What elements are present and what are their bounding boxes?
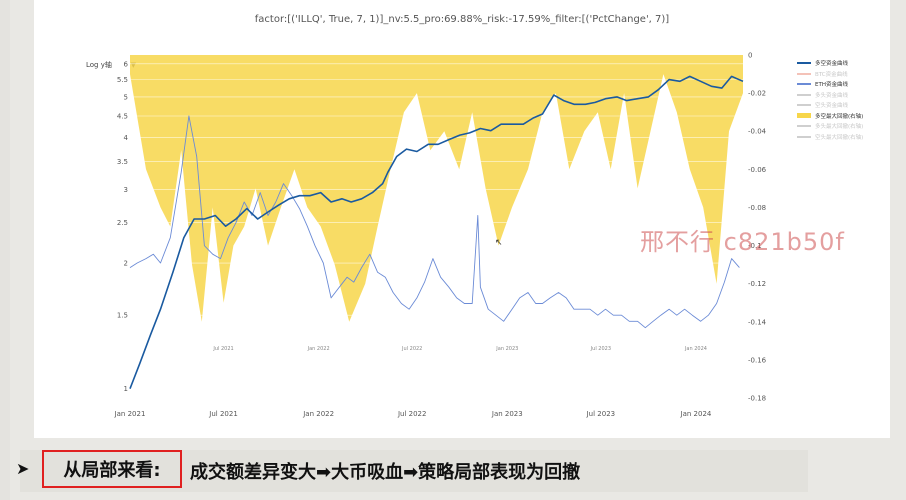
y-scale-label: Log y轴 <box>86 61 112 69</box>
x-tick-label: Jan 2023 <box>491 410 523 418</box>
x-tick-label: Jul 2023 <box>586 410 616 418</box>
caption-background <box>20 450 808 492</box>
x-minor-tick-label: Jul 2021 <box>212 346 233 352</box>
legend-label: ETH资金曲线 <box>815 82 848 89</box>
legend-label: BTC资金曲线 <box>815 71 848 78</box>
gridlines <box>130 63 743 390</box>
y2-tick-label: -0.02 <box>748 90 766 98</box>
y-tick-label: 2 <box>124 260 128 268</box>
legend-item[interactable]: ETH资金曲线 <box>797 79 883 90</box>
watermark: 邢不行 c821b50f <box>640 228 845 256</box>
y2-tick-label: -0.08 <box>748 204 766 212</box>
legend-swatch <box>797 93 811 96</box>
chart-legend: 多空资金曲线 BTC资金曲线 ETH资金曲线 多头资金曲线 空头资金曲线多空最大回撤(右… <box>797 58 883 142</box>
y2-tick-label: -0.16 <box>748 356 767 364</box>
x-tick-label: Jul 2022 <box>397 410 427 418</box>
x-tick-label: Jan 2024 <box>680 410 712 418</box>
caption-text: 成交额差异变大➡大币吸血➡策略局部表现为回撤 <box>190 462 581 483</box>
chart-title: factor:[('ILLQ', True, 7, 1)]_nv:5.5_pro… <box>254 14 670 25</box>
legend-label: 多空资金曲线 <box>815 61 849 68</box>
mouse-cursor-icon: ↖ <box>495 238 503 248</box>
drawdown-area-group <box>130 55 743 322</box>
legend-item[interactable]: 多空资金曲线 <box>797 58 883 69</box>
y-tick-label: 1 <box>124 385 128 393</box>
legend-item[interactable]: 多头最大回撤(右轴) <box>797 121 883 132</box>
legend-label: 多头最大回撤(右轴) <box>815 124 864 131</box>
x-minor-tick-label: Jan 2022 <box>307 346 330 352</box>
y2-tick-label: -0.1 <box>748 242 762 250</box>
legend-swatch <box>797 62 811 65</box>
x-minor-tick-label: Jan 2023 <box>495 346 518 352</box>
legend-item[interactable]: BTC资金曲线 <box>797 69 883 80</box>
legend-item[interactable]: 空头资金曲线 <box>797 100 883 111</box>
y2-tick-label: -0.14 <box>748 318 767 326</box>
legend-swatch <box>797 113 811 119</box>
series-lines <box>129 75 744 389</box>
legend-swatch <box>797 72 811 75</box>
legend-swatch <box>797 83 811 86</box>
y-tick-label: 4.5 <box>117 113 128 121</box>
y-tick-label: 5 <box>124 93 128 101</box>
x-minor-tick-label: Jan 2024 <box>684 346 707 352</box>
y-tick-label: 3.5 <box>117 158 128 166</box>
y-tick-label: 2.5 <box>117 219 128 227</box>
y2-tick-label: -0.06 <box>748 166 767 174</box>
legend-swatch <box>797 104 811 107</box>
y2-tick-label: -0.12 <box>748 280 766 288</box>
arrow-bullet-icon: ➤ <box>16 459 30 478</box>
y-tick-label: 4 <box>124 134 129 142</box>
legend-item[interactable]: 多头资金曲线 <box>797 90 883 101</box>
axes: 1 1.5 2 2.5 3 3.5 4 4.5 5 5.5 6 0 -0.02 -0.04 -0.06 -0.… <box>114 52 767 419</box>
legend-label: 空头资金曲线 <box>815 103 849 110</box>
y2-tick-label: 0 <box>748 52 752 60</box>
y-tick-label: 6 <box>124 60 129 68</box>
y2-tick-label: -0.18 <box>748 395 766 403</box>
strategy-equity-line <box>129 75 744 389</box>
x-minor-tick-label: Jul 2023 <box>590 346 611 352</box>
legend-label: 多头资金曲线 <box>815 92 849 99</box>
eth-equity-line <box>129 115 740 329</box>
legend-item[interactable]: 空头最大回撤(右轴) <box>797 132 883 143</box>
legend-swatch <box>797 125 811 128</box>
x-tick-label: Jul 2021 <box>208 410 238 418</box>
legend-swatch <box>797 135 811 138</box>
x-minor-tick-label: Jul 2022 <box>401 346 422 352</box>
drawdown-area <box>130 55 743 322</box>
legend-item[interactable]: 多空最大回撤(右轴) <box>797 111 883 122</box>
caption-bar: ➤ 从局部来看: 成交额差异变大➡大币吸血➡策略局部表现为回撤 <box>0 444 906 500</box>
y-tick-label: 5.5 <box>117 76 128 84</box>
x-tick-label: Jan 2022 <box>302 410 334 418</box>
legend-label: 多空最大回撤(右轴) <box>815 113 864 120</box>
x-tick-label: Jan 2021 <box>114 410 146 418</box>
legend-label: 空头最大回撤(右轴) <box>815 134 864 141</box>
caption-highlight-box: 从局部来看: <box>42 450 182 488</box>
y-tick-label: 1.5 <box>117 312 128 320</box>
frame-edge <box>0 0 10 500</box>
y2-tick-label: -0.04 <box>748 128 767 136</box>
y-tick-label: 3 <box>124 186 128 194</box>
